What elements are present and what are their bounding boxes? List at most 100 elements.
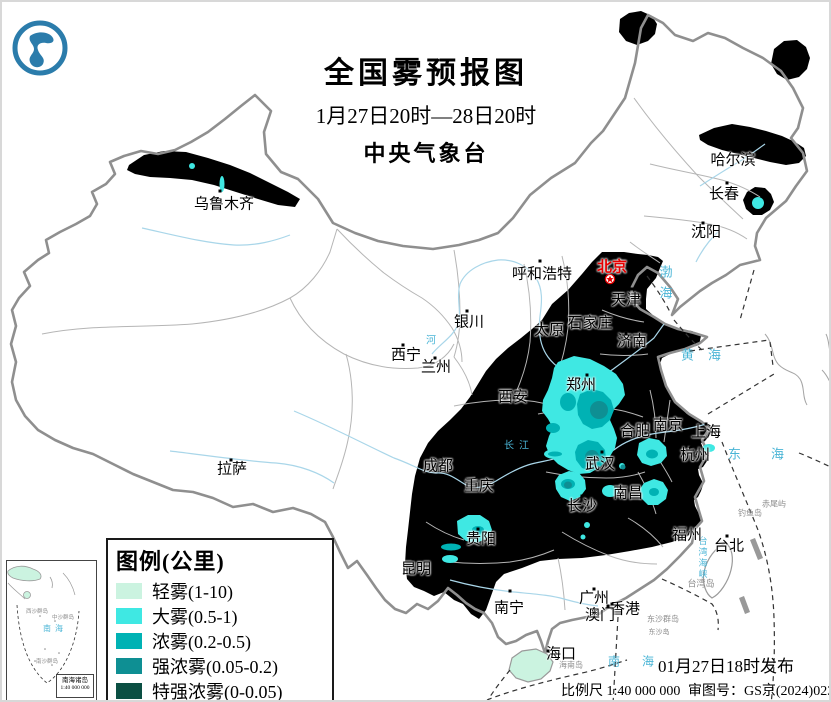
legend-row-1: 大雾(0.5-1) (116, 603, 332, 628)
city-label-guangzhou: 广州 (578, 590, 610, 607)
legend-label-2: 浓雾(0.2-0.5) (152, 631, 251, 652)
inset-scale-box: 南海诸岛 1:40 000 000 (56, 674, 94, 698)
yangtze-river (293, 410, 707, 489)
geo-label-chiweiyu: 赤尾屿 (762, 499, 786, 509)
sea-label-huanghai: 黄海 (680, 347, 736, 363)
city-dot-hefei (643, 421, 647, 425)
city-label-taiyuan: 太原 (533, 322, 565, 339)
sea-label-donghai: 东海 (727, 446, 815, 462)
city-label-tianjin: 天津 (610, 292, 642, 309)
inset-islands-scale: 1:40 000 000 (60, 684, 90, 691)
sea-label-huanghe: 河 (426, 335, 436, 347)
city-dot-hohhot (538, 259, 542, 263)
legend-swatch-2 (116, 632, 142, 649)
cma-logo-icon (12, 20, 68, 76)
city-dot-changchun (725, 181, 729, 185)
hainan-island (508, 648, 554, 683)
sea-label-changjiang: 长江 (504, 440, 534, 452)
south-china-sea-inset: 南海 南海诸岛 1:40 000 000 西沙群岛 中沙群岛 南沙群岛 (6, 560, 97, 700)
city-label-wuhan: 武汉 (584, 456, 616, 473)
city-label-nanning: 南宁 (493, 600, 525, 617)
legend-row-3: 强浓雾(0.05-0.2) (116, 653, 332, 678)
city-dot-xian (513, 385, 517, 389)
city-dot-jinan (624, 331, 628, 335)
inset-nine-dash-line (16, 604, 80, 684)
fog-light-mohe (619, 11, 657, 45)
sea-label-taiwan-strait: 台湾海峡 (697, 536, 708, 580)
city-label-kunming: 昆明 (400, 561, 432, 578)
city-dot-yinchuan (465, 309, 469, 313)
city-dot-harbin (727, 145, 731, 149)
city-label-shenyang: 沈阳 (690, 224, 722, 241)
city-dot-shijiazhuang (586, 311, 590, 315)
city-label-nanchang: 南昌 (612, 485, 644, 502)
geo-label-taiwandao: 台湾岛 (687, 578, 715, 589)
city-label-lhasa: 拉萨 (216, 461, 248, 478)
map-header: 全国雾预报图 1月27日20时—28日20时 中央气象台 (256, 48, 596, 168)
city-dot-hangzhou (689, 445, 693, 449)
sea-label-nanhai: 南海 (607, 654, 677, 669)
fog-light-xinjiang (127, 151, 300, 207)
city-label-chongqing: 重庆 (463, 478, 495, 495)
legend-label-0: 轻雾(1-10) (152, 581, 233, 602)
yarlung-river (169, 450, 335, 484)
fog-light-ne-east (771, 40, 810, 80)
city-label-harbin: 哈尔滨 (710, 152, 756, 169)
city-label-fuzhou: 福州 (671, 527, 703, 544)
city-label-hohhot: 呼和浩特 (511, 266, 573, 283)
inset-label-0: 西沙群岛 (25, 609, 49, 615)
legend-label-1: 大雾(0.5-1) (152, 606, 238, 627)
legend-row-2: 浓雾(0.2-0.5) (116, 628, 332, 653)
pearl-river (449, 579, 599, 607)
inset-map (7, 565, 80, 684)
sea-label-bohai: 渤海 (657, 265, 673, 307)
legend-rows: 轻雾(1-10) 大雾(0.5-1) 浓雾(0.2-0.5) 强浓雾(0.05-0.2… (108, 578, 332, 700)
city-dot-nanning (508, 589, 512, 593)
city-dot-changsha (580, 494, 584, 498)
maritime-dashed-lines (486, 269, 829, 700)
legend-swatch-4 (116, 682, 142, 699)
geo-label-dongshadao: 东沙岛 (648, 628, 670, 636)
city-dot-haikou (546, 649, 550, 653)
city-dot-zhengzhou (585, 373, 589, 377)
inset-islands-title: 南海诸岛 (62, 677, 88, 684)
city-label-hongkong: 香港 (609, 601, 641, 618)
korea-japan-coast (764, 333, 829, 406)
inset-hainan (23, 591, 31, 599)
city-dot-taiyuan (551, 318, 555, 322)
songhua-river (699, 143, 766, 187)
legend-box: 图例(公里) 轻雾(1-10) 大雾(0.5-1) 浓雾(0.2-0.5) 强浓雾(0… (106, 538, 334, 700)
map-approval-number: 审图号：GS京(2024)0236号 (688, 684, 829, 699)
inset-label-2: 南沙群岛 (35, 659, 59, 665)
city-label-nanjing: 南京 (652, 417, 684, 434)
city-dot-lanzhou (433, 356, 437, 360)
city-dot-shanghai (704, 422, 708, 426)
ryukyu-islands (739, 538, 763, 614)
city-dot-chengdu (439, 455, 443, 459)
city-dot-taipei (725, 534, 729, 538)
city-dot-chongqing (475, 475, 479, 479)
agency-name: 中央气象台 (363, 141, 489, 166)
geo-label-diaoyudao: 钓鱼岛 (738, 508, 762, 518)
city-dot-xining (401, 343, 405, 347)
city-label-shijiazhuang: 石家庄 (567, 315, 613, 332)
city-dot-lhasa (229, 458, 233, 462)
city-label-changchun: 长春 (708, 186, 740, 203)
liao-river (695, 229, 721, 263)
city-label-zhengzhou: 郑州 (565, 377, 597, 394)
city-label-chengdu: 成都 (422, 458, 454, 475)
legend-row-0: 轻雾(1-10) (116, 578, 332, 603)
geo-label-hainandao: 海南岛 (559, 660, 583, 670)
legend-row-4: 特强浓雾(0-0.05) (116, 678, 332, 700)
taiwan-island (702, 542, 733, 599)
city-label-hangzhou: 杭州 (679, 447, 711, 464)
city-dot-urumqi (218, 189, 222, 193)
fog-heavy-regions (189, 163, 764, 563)
city-label-haikou: 海口 (545, 646, 577, 663)
city-label-macau: 澳门 (584, 607, 616, 624)
legend-swatch-3 (116, 657, 142, 674)
city-label-shanghai: 上海 (690, 424, 722, 441)
geo-label-dongsha: 东沙群岛 (647, 614, 679, 624)
